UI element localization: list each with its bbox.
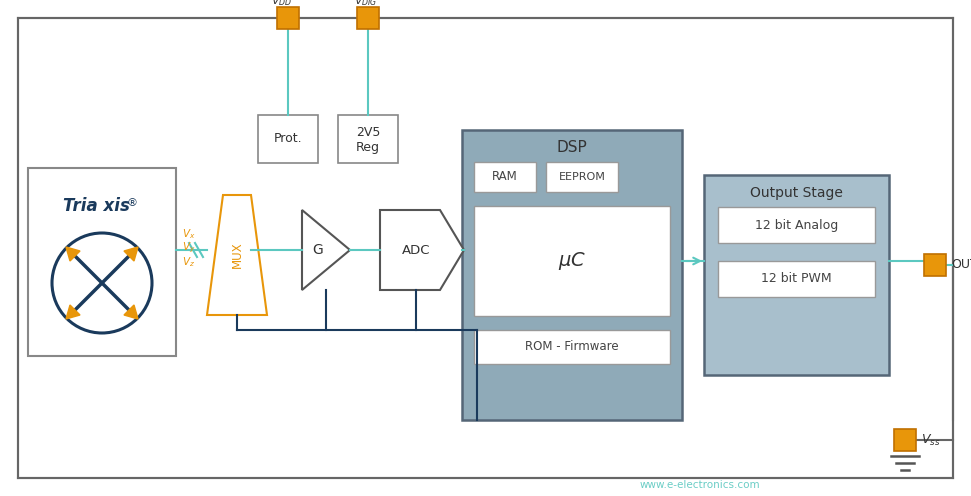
- Text: Tria xis: Tria xis: [62, 197, 129, 215]
- Text: 2V5: 2V5: [355, 126, 381, 139]
- FancyBboxPatch shape: [277, 7, 299, 29]
- Text: $V_{DD}$: $V_{DD}$: [272, 0, 292, 8]
- Text: G: G: [313, 243, 323, 257]
- Text: $V_x$: $V_x$: [182, 227, 195, 241]
- FancyBboxPatch shape: [704, 175, 889, 375]
- Polygon shape: [302, 210, 350, 290]
- FancyBboxPatch shape: [28, 168, 176, 356]
- FancyBboxPatch shape: [474, 206, 670, 316]
- Polygon shape: [124, 305, 138, 319]
- FancyBboxPatch shape: [718, 261, 875, 297]
- FancyBboxPatch shape: [258, 115, 318, 163]
- Text: $V_y$: $V_y$: [182, 241, 195, 255]
- Text: 12 bit Analog: 12 bit Analog: [754, 219, 838, 232]
- FancyBboxPatch shape: [474, 162, 536, 192]
- Text: DSP: DSP: [556, 140, 587, 156]
- Text: $V_{ss}$: $V_{ss}$: [921, 433, 941, 447]
- Text: MUX: MUX: [230, 242, 244, 268]
- FancyBboxPatch shape: [894, 429, 916, 451]
- Text: Output Stage: Output Stage: [750, 186, 843, 200]
- Text: ®: ®: [126, 198, 138, 208]
- Text: RAM: RAM: [492, 171, 518, 184]
- Polygon shape: [66, 247, 80, 261]
- Text: $\mu C$: $\mu C$: [558, 250, 586, 272]
- FancyBboxPatch shape: [462, 130, 682, 420]
- Polygon shape: [66, 305, 80, 319]
- FancyBboxPatch shape: [357, 7, 379, 29]
- Polygon shape: [380, 210, 464, 290]
- Text: ADC: ADC: [402, 244, 430, 256]
- Text: Reg: Reg: [356, 140, 380, 153]
- FancyBboxPatch shape: [924, 254, 946, 276]
- FancyBboxPatch shape: [338, 115, 398, 163]
- Text: OUT: OUT: [951, 258, 971, 271]
- Polygon shape: [124, 247, 138, 261]
- FancyBboxPatch shape: [474, 330, 670, 364]
- Text: $V_z$: $V_z$: [182, 255, 195, 269]
- Polygon shape: [207, 195, 267, 315]
- Text: EEPROM: EEPROM: [558, 172, 606, 182]
- FancyBboxPatch shape: [718, 207, 875, 243]
- Text: www.e-electronics.com: www.e-electronics.com: [640, 480, 760, 490]
- Text: 12 bit PWM: 12 bit PWM: [761, 272, 832, 286]
- Text: $V_{DIG}$: $V_{DIG}$: [354, 0, 378, 8]
- Text: Prot.: Prot.: [274, 132, 302, 145]
- FancyBboxPatch shape: [546, 162, 618, 192]
- Text: ROM - Firmware: ROM - Firmware: [525, 340, 619, 354]
